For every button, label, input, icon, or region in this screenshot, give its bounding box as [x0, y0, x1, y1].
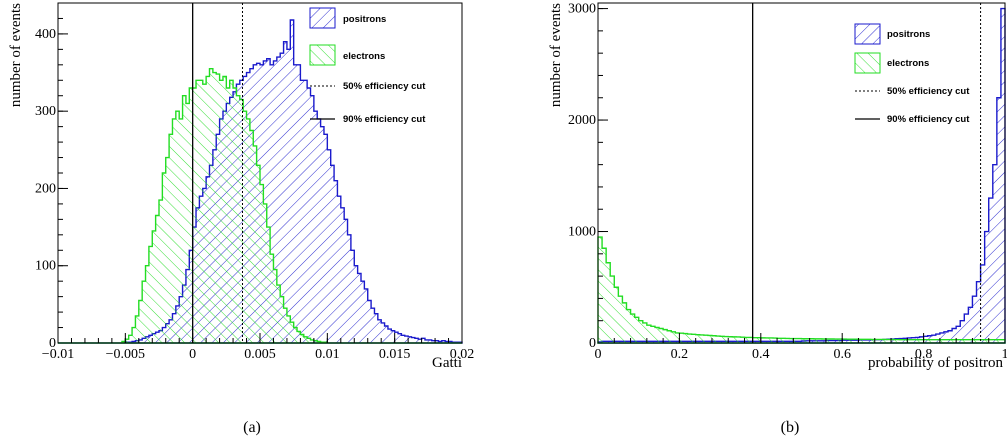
panel-b-histograms	[598, 9, 1005, 343]
legend-label-cut50: 50% efficiency cut	[343, 81, 426, 92]
legend-swatch-electrons	[310, 45, 335, 65]
panel-b-ytick-label: 0	[589, 336, 596, 351]
panel-b-frame	[598, 3, 1005, 343]
legend-label-electrons-b: electrons	[887, 58, 929, 69]
panel-b-xtick-label: 0.2	[671, 347, 689, 362]
panel-a-ytick-label: 0	[49, 336, 56, 351]
panel-a-histograms	[58, 20, 462, 343]
panel-b-ylabel: number of events	[548, 3, 564, 107]
panel-a-ytick-label: 100	[35, 259, 56, 274]
legend-label-positrons: positrons	[343, 14, 386, 25]
panel-a-xtick-label: 0.01	[315, 347, 340, 362]
panel-a-xlabel: Gatti	[432, 355, 462, 371]
panel-b-xtick-label: 0.6	[833, 347, 851, 362]
panel-a-ytick-label: 300	[35, 104, 56, 119]
panel-b-series-positrons	[598, 9, 1005, 343]
legend-swatch-positrons	[310, 8, 335, 28]
panel-b-xlabel: probability of positron	[868, 355, 1003, 371]
panel-b-ytick-label: 2000	[568, 113, 596, 128]
panel-a-xtick-label: 0.015	[379, 347, 411, 362]
panel-a-xtick-label: 0	[189, 347, 196, 362]
panel-b-legend: positrons electrons 50% efficiency cut 9…	[855, 24, 970, 125]
legend-label-electrons: electrons	[343, 51, 385, 62]
legend-label-cut50-b: 50% efficiency cut	[887, 86, 970, 97]
panel-a-caption: (a)	[243, 419, 261, 436]
legend-swatch-positrons-b	[855, 24, 880, 44]
panel-b-caption: (b)	[781, 419, 800, 436]
panel-a-legend: positrons electrons 50% efficiency cut 9…	[310, 8, 426, 125]
panel-a-xtick-label: 0.005	[244, 347, 276, 362]
panel-b-series-electrons	[598, 237, 1005, 343]
panel-b-ytick-label: 3000	[568, 2, 596, 17]
legend-label-positrons-b: positrons	[887, 29, 930, 40]
panel-a: −0.01 −0.005 0 0.005 0.01 0.015 0.020100200300…	[8, 3, 474, 436]
panel-b-ytick-label: 1000	[568, 225, 596, 240]
legend-label-cut90-b: 90% efficiency cut	[887, 114, 970, 125]
legend-label-cut90: 90% efficiency cut	[343, 114, 426, 125]
panel-a-ytick-label: 200	[35, 181, 56, 196]
panel-a-xtick-label: −0.005	[106, 347, 145, 362]
panel-a-ytick-label: 400	[35, 27, 56, 42]
legend-swatch-electrons-b	[855, 53, 880, 73]
panel-a-ylabel: number of events	[8, 3, 24, 107]
panel-b-xtick-label: 0.4	[752, 347, 770, 362]
panel-a-xtick-label: −0.01	[42, 347, 74, 362]
